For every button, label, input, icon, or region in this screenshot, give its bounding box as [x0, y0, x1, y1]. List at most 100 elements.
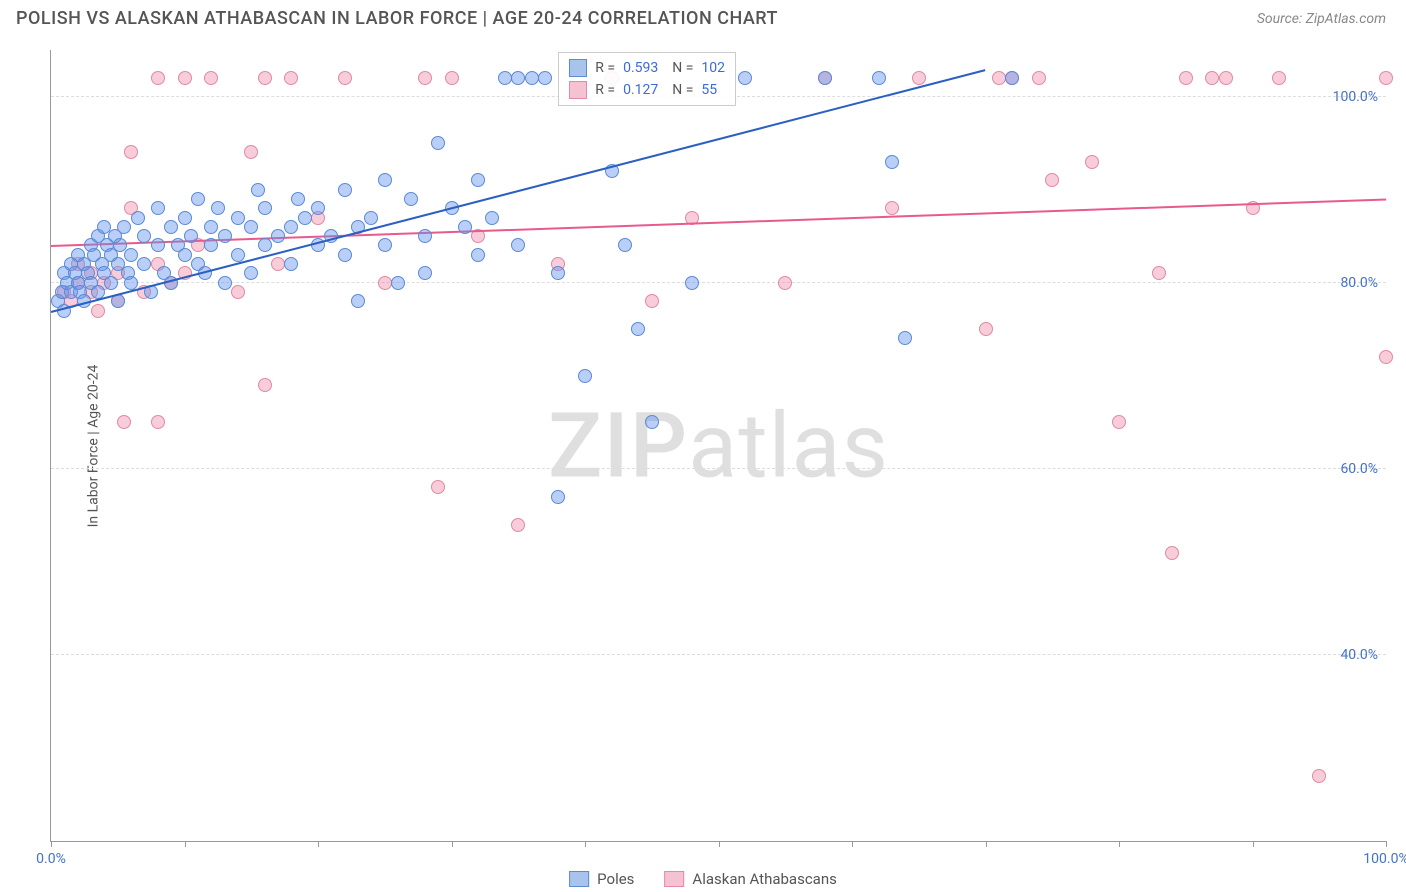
data-point-poles [431, 136, 445, 150]
data-point-poles [151, 238, 165, 252]
data-point-poles [311, 201, 325, 215]
data-point-athabascans [1179, 71, 1193, 85]
data-point-athabascans [151, 71, 165, 85]
x-tick [452, 841, 453, 847]
data-point-poles [1005, 71, 1019, 85]
data-point-athabascans [1032, 71, 1046, 85]
data-point-athabascans [178, 71, 192, 85]
gridline [51, 654, 1386, 655]
data-point-poles [204, 220, 218, 234]
data-point-poles [458, 220, 472, 234]
data-point-athabascans [912, 71, 926, 85]
data-point-athabascans [284, 71, 298, 85]
data-point-athabascans [1379, 71, 1393, 85]
stats-swatch-icon [569, 59, 587, 77]
data-point-poles [258, 201, 272, 215]
x-tick [51, 841, 52, 847]
data-point-poles [471, 248, 485, 262]
chart-header: POLISH VS ALASKAN ATHABASCAN IN LABOR FO… [0, 0, 1406, 37]
stats-box: R =0.593N =102R = 0.127 N = 55 [558, 52, 736, 106]
y-tick-label: 40.0% [1340, 647, 1378, 663]
data-point-athabascans [338, 71, 352, 85]
data-point-poles [178, 211, 192, 225]
x-tick [852, 841, 853, 847]
data-point-athabascans [258, 378, 272, 392]
data-point-athabascans [511, 518, 525, 532]
data-point-athabascans [244, 145, 258, 159]
data-point-poles [404, 192, 418, 206]
chart-source: Source: ZipAtlas.com [1257, 11, 1386, 27]
data-point-poles [164, 220, 178, 234]
scatter-chart: ZIPatlas 40.0%60.0%80.0%100.0%0.0%100.0%… [50, 50, 1386, 842]
data-point-poles [511, 238, 525, 252]
data-point-athabascans [992, 71, 1006, 85]
data-point-athabascans [1045, 173, 1059, 187]
data-point-poles [631, 322, 645, 336]
data-point-athabascans [378, 276, 392, 290]
data-point-poles [551, 266, 565, 280]
data-point-poles [338, 183, 352, 197]
data-point-poles [485, 211, 499, 225]
data-point-poles [284, 220, 298, 234]
stats-r-label: R = [595, 60, 615, 76]
data-point-athabascans [258, 71, 272, 85]
data-point-poles [284, 257, 298, 271]
data-point-poles [231, 248, 245, 262]
y-tick-label: 60.0% [1340, 461, 1378, 477]
data-point-athabascans [445, 71, 459, 85]
data-point-poles [211, 201, 225, 215]
data-point-poles [898, 331, 912, 345]
data-point-poles [618, 238, 632, 252]
data-point-poles [578, 369, 592, 383]
data-point-poles [378, 238, 392, 252]
stats-n-label: N = [672, 82, 693, 98]
data-point-poles [218, 229, 232, 243]
legend: Poles Alaskan Athabascans [569, 870, 837, 888]
data-point-athabascans [1219, 71, 1233, 85]
stats-row-poles: R =0.593N =102 [569, 57, 725, 79]
x-tick [986, 841, 987, 847]
x-tick [719, 841, 720, 847]
data-point-poles [244, 220, 258, 234]
legend-label-athabascans: Alaskan Athabascans [692, 870, 836, 888]
data-point-poles [351, 294, 365, 308]
stats-r-value: 0.127 [623, 82, 658, 98]
data-point-poles [204, 238, 218, 252]
data-point-poles [298, 211, 312, 225]
y-tick-label: 80.0% [1340, 275, 1378, 291]
x-tick [185, 841, 186, 847]
data-point-athabascans [778, 276, 792, 290]
data-point-athabascans [1205, 71, 1219, 85]
data-point-poles [124, 248, 138, 262]
data-point-poles [184, 229, 198, 243]
y-tick-label: 100.0% [1333, 89, 1378, 105]
data-point-poles [511, 71, 525, 85]
legend-item-poles: Poles [569, 870, 634, 888]
data-point-athabascans [885, 201, 899, 215]
data-point-poles [271, 229, 285, 243]
legend-label-poles: Poles [597, 870, 634, 888]
data-point-athabascans [1379, 350, 1393, 364]
data-point-athabascans [645, 294, 659, 308]
x-tick [585, 841, 586, 847]
data-point-poles [124, 276, 138, 290]
data-point-poles [191, 192, 205, 206]
data-point-athabascans [204, 71, 218, 85]
data-point-athabascans [1312, 769, 1326, 783]
stats-row-athabascans: R =0.127N =55 [569, 79, 725, 101]
data-point-athabascans [271, 257, 285, 271]
x-tick [1386, 841, 1387, 847]
stats-n-value: 55 [701, 82, 717, 98]
data-point-athabascans [1152, 266, 1166, 280]
x-tick [1253, 841, 1254, 847]
stats-n-value: 102 [701, 60, 725, 76]
data-point-poles [364, 211, 378, 225]
data-point-poles [338, 248, 352, 262]
data-point-athabascans [418, 71, 432, 85]
data-point-athabascans [91, 304, 105, 318]
data-point-poles [231, 211, 245, 225]
data-point-poles [538, 71, 552, 85]
data-point-poles [104, 276, 118, 290]
data-point-poles [137, 229, 151, 243]
stats-swatch-icon [569, 81, 587, 99]
